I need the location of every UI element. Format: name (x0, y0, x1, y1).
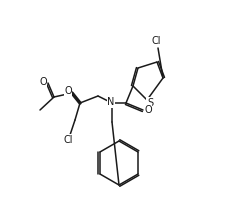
Text: S: S (147, 98, 153, 108)
Text: N: N (107, 97, 115, 107)
Text: O: O (144, 105, 152, 115)
Text: Cl: Cl (63, 135, 73, 145)
Text: O: O (39, 77, 47, 87)
Text: Cl: Cl (151, 36, 161, 46)
Text: O: O (64, 86, 72, 96)
